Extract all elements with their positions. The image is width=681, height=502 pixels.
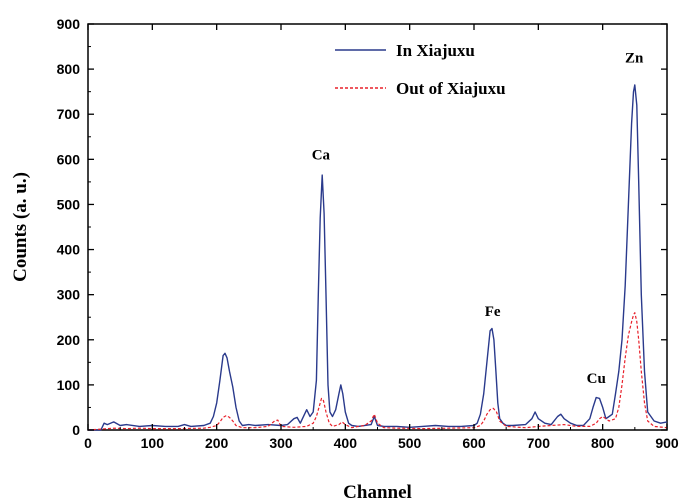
series-line-out-of-xiajuxu [87, 312, 668, 431]
peak-label-cu: Cu [587, 371, 606, 387]
x-tick-label: 900 [655, 435, 679, 451]
y-tick-label: 200 [57, 332, 81, 348]
x-tick-label: 500 [398, 435, 422, 451]
peak-label-fe: Fe [485, 304, 501, 320]
legend-label-in-xiajuxu: In Xiajuxu [396, 41, 475, 60]
x-axis: 0 100 200 300 400 500 600 700 800 900 [84, 24, 679, 451]
x-axis-title: Channel [343, 482, 412, 502]
annotation-layer: Ca Fe Cu Zn [312, 50, 644, 387]
x-tick-label: 100 [141, 435, 165, 451]
x-tick-label: 300 [269, 435, 293, 451]
y-tick-label: 700 [57, 106, 81, 122]
legend: In Xiajuxu Out of Xiajuxu [335, 41, 506, 98]
y-tick-label: 400 [57, 242, 81, 258]
x-tick-label: 700 [527, 435, 551, 451]
x-tick-label: 400 [334, 435, 358, 451]
plot-area: Ca Fe Cu Zn [87, 23, 668, 431]
x-tick-label: 0 [84, 435, 92, 451]
peak-label-ca: Ca [312, 147, 331, 163]
legend-label-out-of-xiajuxu: Out of Xiajuxu [396, 79, 506, 98]
x-tick-label: 600 [462, 435, 486, 451]
plot-frame [87, 23, 668, 431]
x-tick-label: 800 [591, 435, 615, 451]
x-tick-label: 200 [205, 435, 229, 451]
y-tick-label: 300 [57, 287, 81, 303]
y-tick-label: 600 [57, 151, 81, 167]
y-tick-label: 500 [57, 196, 81, 212]
series-layer [87, 84, 668, 431]
peak-label-zn: Zn [625, 50, 644, 66]
y-axis: 0 100 200 300 400 500 600 700 800 900 [57, 16, 667, 438]
series-line-in-xiajuxu [88, 84, 668, 431]
y-tick-label: 0 [72, 422, 80, 438]
y-tick-label: 900 [57, 16, 81, 32]
y-tick-label: 800 [57, 61, 81, 77]
y-axis-title: Counts (a. u.) [10, 172, 31, 282]
y-tick-label: 100 [57, 377, 81, 393]
